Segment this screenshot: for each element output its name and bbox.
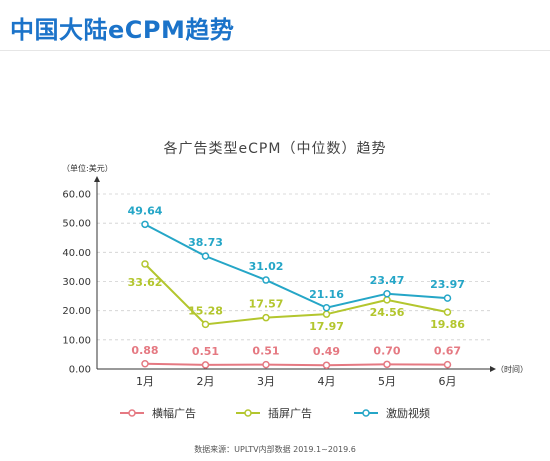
data-label: 0.49 <box>313 345 340 358</box>
legend-swatch-marker <box>362 409 370 417</box>
y-tick-label: 40.00 <box>62 248 91 259</box>
x-tick-label: 2月 <box>197 375 215 388</box>
legend-swatch-marker <box>244 409 252 417</box>
data-point <box>383 360 391 369</box>
legend-item[interactable]: 插屏广告 <box>268 406 312 420</box>
data-point <box>141 260 149 268</box>
data-label: 23.47 <box>370 274 405 287</box>
data-label: 0.51 <box>192 345 219 358</box>
x-tick-label: 4月 <box>318 375 336 388</box>
x-tick-label: 5月 <box>378 375 396 388</box>
data-point <box>262 360 270 369</box>
series-line <box>144 223 448 309</box>
y-tick-label: 20.00 <box>62 306 91 317</box>
x-tick-label: 6月 <box>439 375 457 388</box>
y-axis-arrow <box>94 176 100 182</box>
x-axis-label: （时间） <box>496 364 528 374</box>
x-tick-label: 1月 <box>136 375 154 388</box>
data-label: 49.64 <box>128 204 163 217</box>
data-label: 23.97 <box>430 278 465 291</box>
data-label: 21.16 <box>309 288 344 301</box>
data-label: 38.73 <box>188 236 223 249</box>
data-point <box>322 310 331 318</box>
y-tick-label: 10.00 <box>62 335 91 346</box>
data-point <box>322 304 331 312</box>
data-point <box>383 296 391 304</box>
data-label: 0.70 <box>373 344 400 357</box>
data-label: 15.28 <box>188 304 223 317</box>
data-label: 24.56 <box>370 306 405 319</box>
data-label: 19.86 <box>430 318 465 331</box>
y-axis-label: （单位:美元） <box>62 163 113 173</box>
data-point <box>141 220 149 229</box>
y-tick-label: 30.00 <box>62 277 91 288</box>
data-label: 17.57 <box>249 298 284 311</box>
data-point <box>383 290 391 298</box>
data-point <box>201 361 210 369</box>
data-point <box>141 360 149 368</box>
x-tick-label: 3月 <box>257 375 275 388</box>
data-label: 17.97 <box>309 320 344 333</box>
data-point <box>262 313 270 322</box>
data-point <box>201 320 210 329</box>
data-point <box>262 276 270 284</box>
x-axis-arrow <box>490 366 496 372</box>
data-label: 33.62 <box>128 276 163 289</box>
y-tick-label: 60.00 <box>62 190 91 201</box>
data-point <box>201 252 210 260</box>
chart-title: 各广告类型eCPM（中位数）趋势 <box>163 141 387 157</box>
legend-item[interactable]: 横幅广告 <box>152 406 196 420</box>
data-label: 0.67 <box>434 345 461 358</box>
data-source-note: 数据来源：UPLTV内部数据 2019.1~2019.6 <box>194 445 356 454</box>
y-tick-label: 50.00 <box>62 219 91 230</box>
series-line <box>144 263 448 326</box>
data-label: 0.88 <box>131 344 158 357</box>
page-title: 中国大陆eCPM趋势 <box>10 16 235 44</box>
data-point <box>322 361 331 369</box>
title-divider <box>0 50 550 51</box>
data-point <box>443 360 452 369</box>
y-tick-label: 0.00 <box>69 365 91 376</box>
series-line <box>144 362 448 367</box>
legend-item[interactable]: 激励视频 <box>386 406 430 420</box>
data-label: 0.51 <box>252 345 279 358</box>
data-label: 31.02 <box>249 260 284 273</box>
data-point <box>443 294 452 302</box>
data-point <box>443 308 452 316</box>
legend-swatch-marker <box>128 409 136 417</box>
